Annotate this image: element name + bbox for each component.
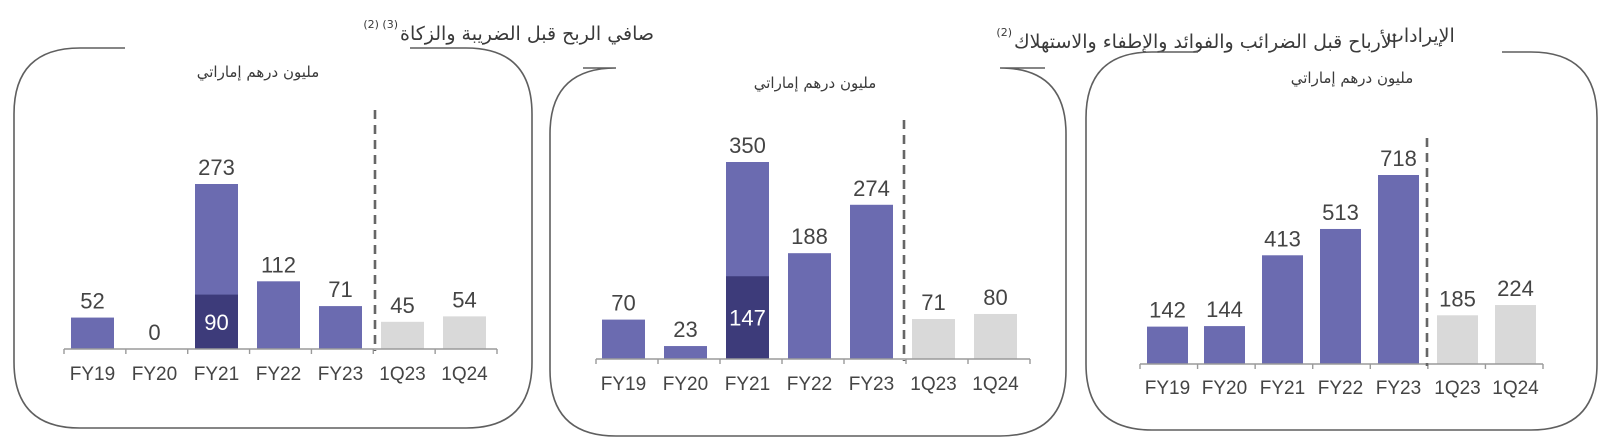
bar-1q23 — [912, 319, 955, 359]
tick-label-fy23: FY23 — [849, 374, 894, 395]
tick-label-fy21: FY21 — [194, 364, 239, 385]
value-label-fy21: 413 — [1264, 226, 1301, 251]
bar-fy20 — [664, 346, 707, 359]
segment-label-fy21: 147 — [729, 306, 766, 331]
bar-fy21 — [1262, 255, 1303, 364]
tick-label-fy20: FY20 — [663, 374, 708, 395]
tick-label-fy20: FY20 — [1202, 378, 1247, 399]
tick-label-fy22: FY22 — [1318, 378, 1363, 399]
value-label-1q24: 224 — [1497, 276, 1534, 301]
value-label-fy21: 273 — [198, 155, 235, 180]
chart-subtitle: مليون درهم إماراتي — [1291, 69, 1414, 88]
bar-fy22 — [257, 281, 300, 349]
tick-label-1q24: 1Q24 — [441, 364, 488, 385]
tick-label-fy23: FY23 — [1376, 378, 1421, 399]
value-label-fy19: 70 — [611, 291, 635, 316]
tick-label-fy19: FY19 — [601, 374, 646, 395]
chart-title: الأرباح قبل الضرائب والفوائد والإطفاء وا… — [1014, 30, 1397, 53]
panel-frame — [13, 47, 533, 429]
chart-panel-1: صافي الربح قبل الضريبة والزكاة(2) (3) ملي… — [13, 18, 654, 429]
panel-frame — [549, 67, 1067, 437]
chart-panel-3: الإيرادات مليون درهم إماراتي 142 FY19 144 FY2… — [1085, 25, 1598, 431]
bar-fy23 — [850, 204, 893, 359]
tick-label-fy20: FY20 — [132, 364, 177, 385]
tick-label-fy19: FY19 — [1145, 378, 1190, 399]
chart-subtitle: مليون درهم إماراتي — [197, 63, 320, 82]
tick-label-1q24: 1Q24 — [972, 374, 1019, 395]
bar-fy23 — [1378, 175, 1419, 364]
value-label-fy20: 0 — [148, 320, 160, 345]
tick-label-fy22: FY22 — [256, 364, 301, 385]
tick-label-fy23: FY23 — [318, 364, 363, 385]
chart-title: صافي الربح قبل الضريبة والزكاة — [400, 23, 654, 45]
tick-label-1q23: 1Q23 — [1434, 378, 1480, 399]
chart-subtitle: مليون درهم إماراتي — [754, 74, 877, 93]
bar-fy19 — [602, 319, 645, 359]
panel-frame — [1085, 51, 1598, 431]
bar-1q24 — [443, 316, 486, 349]
value-label-1q23: 185 — [1439, 286, 1476, 311]
bar-1q23 — [381, 321, 424, 349]
title-superscript: (2) (3) — [363, 18, 398, 31]
bar-fy23 — [319, 306, 362, 349]
bar-segment-fy21 — [195, 294, 238, 349]
value-label-fy21: 350 — [729, 133, 766, 158]
chart-title: الإيرادات — [1386, 25, 1455, 47]
tick-label-fy19: FY19 — [70, 364, 115, 385]
bar-fy22 — [1320, 228, 1361, 364]
value-label-fy19: 52 — [80, 289, 104, 314]
bar-fy19 — [71, 317, 114, 349]
tick-label-fy21: FY21 — [725, 374, 770, 395]
bar-1q24 — [974, 313, 1017, 359]
bar-1q23 — [1437, 315, 1478, 364]
value-label-1q23: 45 — [390, 293, 414, 318]
value-label-fy22: 513 — [1322, 200, 1359, 225]
tick-label-1q23: 1Q23 — [379, 364, 425, 385]
tick-label-fy22: FY22 — [787, 374, 832, 395]
title-superscript: (2) — [996, 26, 1012, 39]
bar-fy22 — [788, 253, 831, 359]
segment-label-fy21: 90 — [204, 310, 228, 335]
tick-label-1q23: 1Q23 — [910, 374, 956, 395]
bar-fy20 — [1204, 326, 1245, 364]
value-label-fy20: 144 — [1206, 297, 1243, 322]
value-label-1q24: 54 — [452, 287, 476, 312]
value-label-1q24: 80 — [983, 285, 1007, 310]
tick-label-1q24: 1Q24 — [1492, 378, 1539, 399]
tick-label-fy21: FY21 — [1260, 378, 1305, 399]
bar-segment-fy21 — [726, 276, 769, 359]
value-label-fy22: 112 — [261, 252, 296, 277]
value-label-fy23: 274 — [853, 176, 890, 201]
value-label-fy22: 188 — [791, 224, 828, 249]
value-label-fy19: 142 — [1149, 298, 1186, 323]
bar-1q24 — [1495, 305, 1536, 364]
value-label-fy20: 23 — [673, 317, 697, 342]
bar-fy19 — [1147, 326, 1188, 364]
value-label-fy23: 718 — [1380, 146, 1417, 171]
value-label-1q23: 71 — [921, 290, 945, 315]
value-label-fy23: 71 — [328, 277, 352, 302]
chart-panel-2: الأرباح قبل الضرائب والفوائد والإطفاء وا… — [549, 26, 1397, 437]
